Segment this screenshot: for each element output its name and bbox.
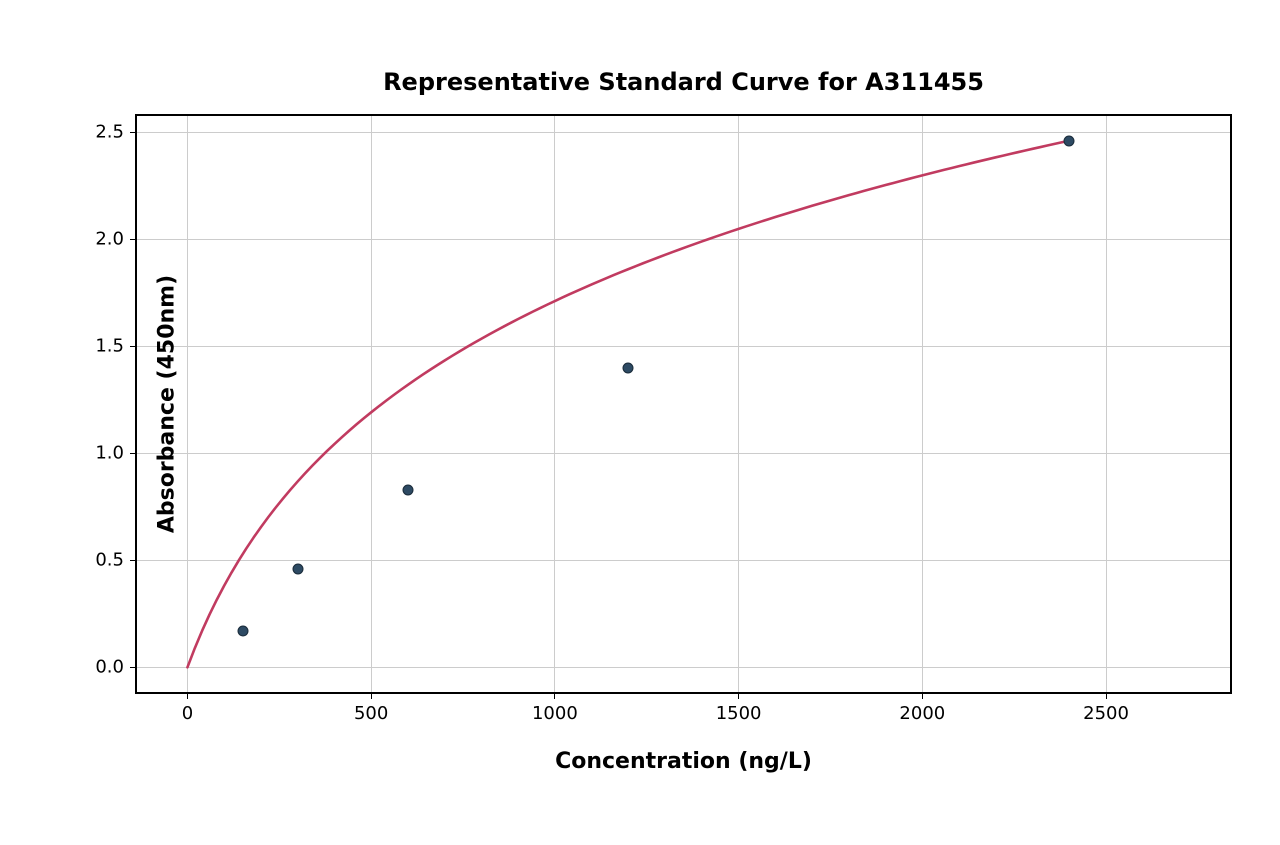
x-tick — [1106, 693, 1107, 699]
y-tick — [130, 560, 136, 561]
chart-figure: Representative Standard Curve for A31145… — [0, 0, 1280, 845]
y-tick — [130, 132, 136, 133]
y-tick-label: 1.0 — [95, 443, 124, 464]
chart-title: Representative Standard Curve for A31145… — [383, 68, 984, 96]
x-tick-label: 2500 — [1083, 703, 1129, 724]
x-tick-label: 0 — [182, 703, 193, 724]
fitted-curve-path — [187, 141, 1069, 668]
x-tick-label: 1000 — [532, 703, 578, 724]
y-axis-label: Absorbance (450nm) — [155, 275, 180, 533]
x-tick — [922, 693, 923, 699]
x-tick — [371, 693, 372, 699]
y-tick — [130, 667, 136, 668]
scatter-point — [1064, 135, 1075, 146]
plot-area — [136, 115, 1231, 693]
x-tick — [554, 693, 555, 699]
y-tick — [130, 453, 136, 454]
x-axis-label: Concentration (ng/L) — [555, 749, 812, 774]
y-tick-label: 2.0 — [95, 229, 124, 250]
y-tick — [130, 346, 136, 347]
scatter-point — [292, 563, 303, 574]
x-tick-label: 500 — [354, 703, 388, 724]
x-tick — [738, 693, 739, 699]
y-tick-label: 2.5 — [95, 122, 124, 143]
x-tick-label: 2000 — [899, 703, 945, 724]
axis-spine-top — [135, 114, 1232, 116]
y-tick-label: 0.0 — [95, 657, 124, 678]
x-tick-label: 1500 — [716, 703, 762, 724]
x-tick — [187, 693, 188, 699]
y-tick — [130, 239, 136, 240]
y-tick-label: 1.5 — [95, 336, 124, 357]
axis-spine-left — [135, 114, 137, 694]
fitted-curve — [136, 115, 1231, 693]
scatter-point — [623, 362, 634, 373]
axis-spine-bottom — [135, 692, 1232, 694]
y-tick-label: 0.5 — [95, 550, 124, 571]
scatter-point — [402, 484, 413, 495]
axis-spine-right — [1230, 114, 1232, 694]
scatter-point — [237, 625, 248, 636]
